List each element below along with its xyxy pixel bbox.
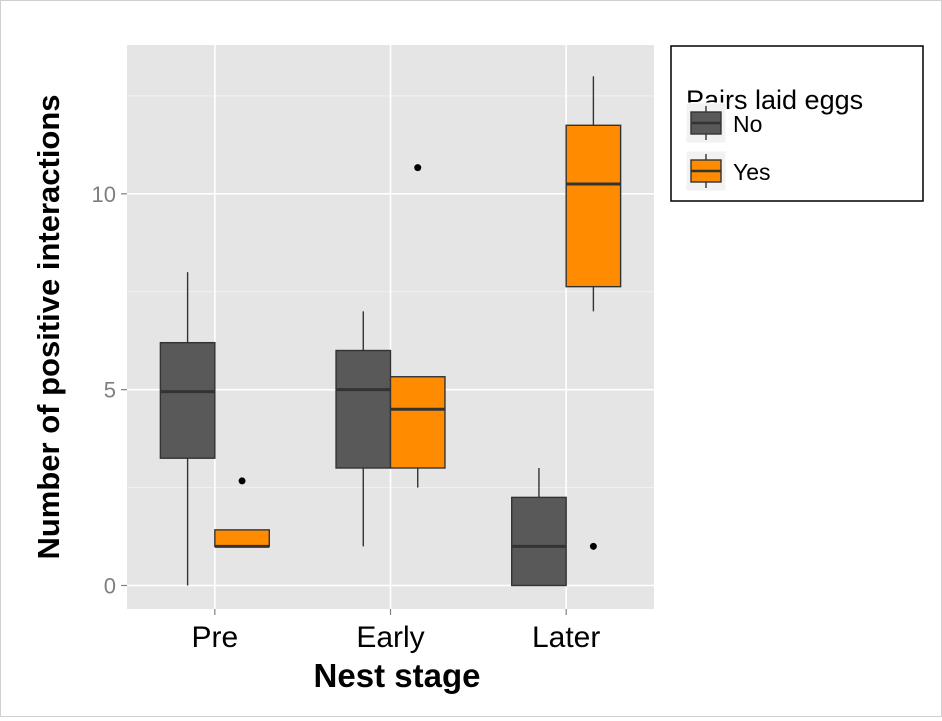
box-body <box>389 376 446 469</box>
y-axis-title: Number of positive interactions <box>31 94 66 559</box>
box-body <box>511 496 567 587</box>
outlier-point <box>238 477 246 485</box>
box-yes-later <box>565 76 622 550</box>
boxes-layer <box>159 76 622 587</box>
legend-item-no: No <box>685 102 762 144</box>
y-tick-label: 5 <box>104 378 116 403</box>
box-no-later <box>511 468 567 587</box>
x-axis: Pre Early Later <box>191 609 600 654</box>
y-tick-label: 10 <box>92 182 116 207</box>
legend-label: No <box>733 111 762 137</box>
box-yes-early <box>389 164 446 488</box>
box-body <box>214 529 270 548</box>
y-tick-label: 0 <box>104 574 116 599</box>
box-body <box>565 124 622 288</box>
legend-item-yes: Yes <box>685 150 771 192</box>
box-body <box>159 341 216 459</box>
outlier-point <box>589 542 597 550</box>
box-no-pre <box>159 272 216 586</box>
x-tick-label: Pre <box>191 621 238 654</box>
box-yes-pre <box>214 477 270 548</box>
y-axis: 0 5 10 <box>92 182 127 599</box>
outlier-point <box>414 164 422 172</box>
box-no-early <box>335 311 392 547</box>
x-tick-label: Early <box>356 621 424 654</box>
x-tick-label: Later <box>532 621 600 654</box>
legend-label: Yes <box>733 159 771 185</box>
x-axis-title: Nest stage <box>314 657 481 694</box>
box-body <box>335 349 392 469</box>
